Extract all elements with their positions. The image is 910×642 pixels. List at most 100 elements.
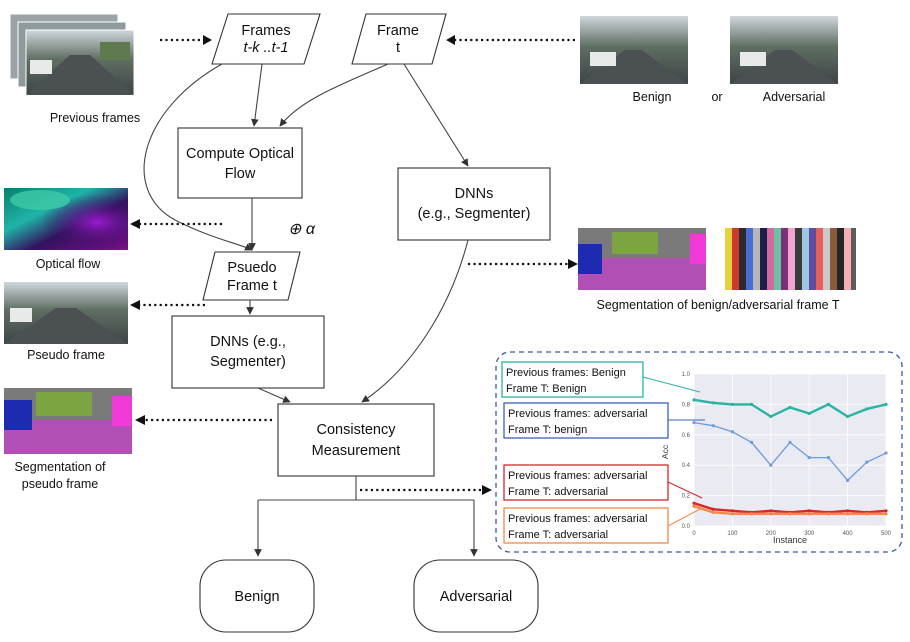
- series-1-point: [692, 398, 696, 402]
- previous-frames-images: [9, 13, 135, 96]
- segmentation-pseudo-line2: pseudo frame: [22, 477, 98, 491]
- series-2-point: [730, 430, 735, 434]
- x-tick-label: 100: [727, 531, 738, 537]
- frames-prev-line2: t-k ..t-1: [243, 40, 288, 56]
- series-3-point: [711, 507, 715, 511]
- series-4-point: [769, 512, 773, 516]
- series-1-point: [711, 401, 715, 405]
- pseudo-frame-image: [4, 282, 128, 344]
- frames-prev-line1: Frames: [241, 23, 290, 39]
- legend-1-line1: Previous frames: Benign: [506, 367, 626, 379]
- frames-prev-node: [211, 13, 321, 65]
- arrow-dnn-right-to-consistency: [361, 239, 469, 403]
- series-2-point: [750, 440, 754, 444]
- series-2-point: [711, 424, 715, 428]
- legend-3-line1: Previous frames: adversarial: [508, 470, 647, 482]
- series-2-point: [769, 463, 773, 467]
- output-adversarial-box: [413, 559, 539, 633]
- series-2-point: [807, 456, 811, 460]
- compute-optical-flow-line2: Flow: [225, 166, 256, 182]
- series-1-point: [884, 402, 888, 406]
- arrow-frame-t-to-dnn: [403, 63, 469, 167]
- x-tick-label: 500: [881, 531, 892, 537]
- dnn-right-line1: DNNs: [455, 186, 494, 202]
- plot-area: [694, 374, 886, 526]
- series-1-point: [750, 402, 754, 406]
- series-3-point: [692, 501, 696, 505]
- alpha-label: ⊕ α: [288, 221, 316, 238]
- adversarial-input-image: [730, 16, 838, 84]
- consistency-line2: Measurement: [312, 443, 401, 459]
- series-2-point: [788, 440, 792, 444]
- legend-2-line1: Previous frames: adversarial: [508, 408, 647, 420]
- frame-t-line2: t: [396, 40, 400, 56]
- series-4-point: [884, 512, 888, 516]
- series-4-point: [788, 512, 792, 516]
- dnn-left-line2: Segmenter): [210, 354, 286, 370]
- series-1-point: [769, 414, 773, 419]
- pseudo-frame-line2: Frame t: [227, 278, 277, 294]
- legend-4-pointer: [667, 507, 703, 527]
- output-adversarial-label: Adversarial: [440, 589, 513, 605]
- consistency-box: [277, 403, 435, 477]
- dnn-right-box: [397, 167, 551, 241]
- optical-flow-label: Optical flow: [36, 257, 102, 271]
- x-tick-label: 200: [766, 531, 777, 537]
- frame-t-line1: Frame: [377, 23, 419, 39]
- series-4-point: [730, 512, 735, 516]
- segmentation-pseudo-line1: Segmentation of: [14, 460, 106, 474]
- series-1-point: [788, 405, 792, 410]
- series-4-point: [846, 512, 850, 516]
- segmentation-pseudo-image: [4, 388, 132, 454]
- y-tick-label: 0.0: [682, 524, 691, 530]
- series-4-point: [807, 512, 811, 516]
- legend-item-2: Previous frames: adversarial Frame T: be…: [503, 402, 669, 439]
- compute-optical-flow-box: [177, 127, 303, 199]
- arrow-dnn-left-to-consistency: [257, 387, 291, 403]
- inset-chart-panel: [495, 351, 903, 553]
- or-label: or: [711, 90, 722, 104]
- output-benign-label: Benign: [234, 589, 279, 605]
- series-2-point: [865, 460, 869, 464]
- decision-split: [258, 476, 474, 501]
- compute-optical-flow-line1: Compute Optical: [186, 146, 294, 162]
- arrow-frames-to-flow: [251, 63, 263, 127]
- arrow-frame-t-to-flow: [279, 63, 389, 127]
- segmentation-benign-adv-label: Segmentation of benign/adversarial frame…: [597, 298, 840, 312]
- series-1-point: [846, 414, 850, 419]
- x-axis-label: Instance: [773, 535, 807, 545]
- legend-4-line1: Previous frames: adversarial: [508, 513, 647, 525]
- segmentation-benign-adv-image: [578, 228, 706, 290]
- pseudo-frame-node: [202, 251, 301, 301]
- legend-3-pointer: [667, 481, 703, 499]
- x-tick-label: 300: [804, 531, 815, 537]
- series-2-point: [692, 421, 696, 425]
- consistency-line1: Consistency: [317, 422, 397, 438]
- legend-item-4: Previous frames: adversarial Frame T: ad…: [503, 507, 669, 544]
- arrow-frames-to-pseudo: [143, 63, 253, 251]
- series-3-point: [769, 509, 773, 513]
- series-4-point: [826, 512, 831, 516]
- plot-grid: [693, 373, 887, 527]
- benign-input-label: Benign: [633, 90, 672, 104]
- y-tick-label: 0.6: [682, 433, 691, 439]
- series-3-point: [807, 509, 811, 513]
- dnn-left-box: [171, 315, 325, 389]
- x-tick-label: 400: [843, 531, 854, 537]
- pseudo-frame-line1: Psuedo: [227, 260, 276, 276]
- series-1-point: [807, 411, 811, 416]
- series-2-point: [846, 478, 850, 482]
- y-tick-label: 0.8: [682, 402, 691, 408]
- y-tick-label: 0.4: [682, 463, 691, 469]
- segmentation-stripes-image: [725, 228, 856, 290]
- legend-item-3: Previous frames: adversarial Frame T: ad…: [503, 464, 669, 501]
- series-4-point: [750, 512, 754, 516]
- benign-input-image: [580, 16, 688, 84]
- x-tick-label: 0: [692, 531, 696, 537]
- dnn-right-line2: (e.g., Segmenter): [418, 206, 531, 222]
- series-4-point: [865, 512, 869, 516]
- legend-1-pointer: [642, 376, 701, 393]
- pseudo-frame-label: Pseudo frame: [27, 348, 105, 362]
- series-2-point: [826, 456, 831, 460]
- plot-series: [692, 398, 888, 516]
